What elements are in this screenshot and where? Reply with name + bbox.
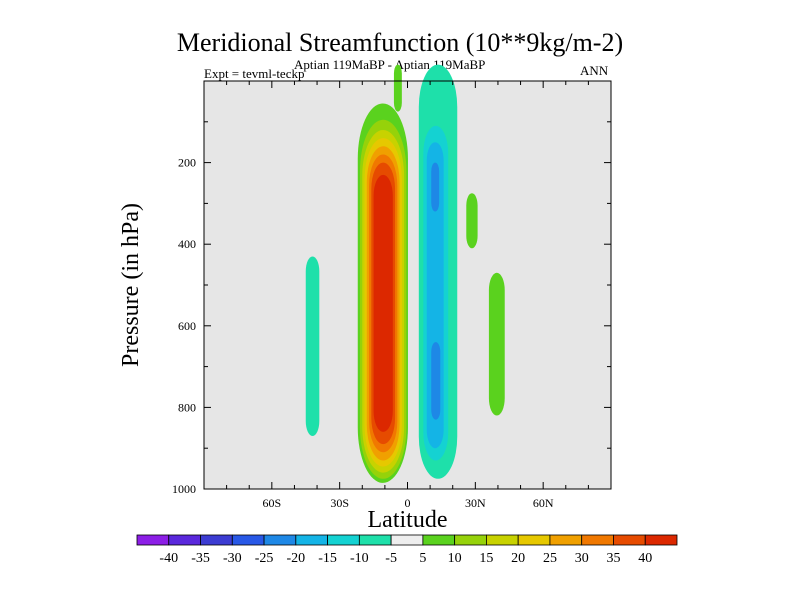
colorbar-label: -35 xyxy=(191,551,210,566)
positive-main-level-40 xyxy=(373,174,393,432)
contour-fields xyxy=(305,64,505,483)
colorbar-swatch xyxy=(422,534,456,546)
colorbar-label: -15 xyxy=(318,551,337,566)
chart-title: Meridional Streamfunction (10**9kg/m-2) xyxy=(176,28,624,57)
x-tick-label: 30N xyxy=(465,496,486,510)
colorbar-swatch xyxy=(486,534,519,546)
positive-40n xyxy=(488,272,505,416)
colorbar-label: -25 xyxy=(255,551,274,566)
negative-south-cell xyxy=(305,256,320,436)
colorbar-swatch xyxy=(231,534,265,546)
negative-north-level--20-lower xyxy=(431,342,441,420)
axis-ticks: 60S 30S 0 30N 60N 200 400 600 800 1000 xyxy=(172,81,611,510)
chart-subtitle-right: ANN xyxy=(580,63,609,78)
y-tick-label: 400 xyxy=(178,237,196,251)
colorbar-swatch xyxy=(136,534,170,546)
colorbar-swatch xyxy=(200,534,233,546)
y-tick-label: 600 xyxy=(178,319,196,333)
y-tick-label: 200 xyxy=(178,156,196,170)
colorbar-swatch xyxy=(327,534,360,546)
y-tick-label: 1000 xyxy=(172,482,196,496)
colorbar-swatch xyxy=(613,534,646,546)
colorbar-label: -20 xyxy=(286,551,305,566)
positive-upper-strip xyxy=(393,64,402,112)
colorbar-label: 30 xyxy=(575,551,589,566)
x-tick-label: 60N xyxy=(533,496,554,510)
colorbar-swatch xyxy=(517,534,551,546)
x-tick-label: 30S xyxy=(330,496,349,510)
colorbar-swatch xyxy=(581,534,614,546)
colorbar-label: 35 xyxy=(606,551,620,566)
colorbar-label: 5 xyxy=(419,551,426,566)
colorbar-label: -10 xyxy=(350,551,369,566)
colorbar-swatch xyxy=(168,534,201,546)
colorbar-swatch xyxy=(644,534,678,546)
colorbar-label: -40 xyxy=(159,551,178,566)
colorbar-swatch xyxy=(390,534,424,546)
colorbar-label: -30 xyxy=(223,551,242,566)
x-axis-label: Latitude xyxy=(368,507,448,533)
colorbar-swatch xyxy=(549,534,583,546)
colorbar-swatch xyxy=(295,534,328,546)
positive-30n-upper xyxy=(466,193,478,249)
colorbar-label: 25 xyxy=(543,551,557,566)
colorbar-swatch xyxy=(454,534,487,546)
x-tick-label: 60S xyxy=(262,496,281,510)
colorbar-swatch xyxy=(263,534,297,546)
colorbar-label: -5 xyxy=(385,551,397,566)
colorbar-label: 10 xyxy=(448,551,462,566)
negative-north-level--20 xyxy=(431,162,440,212)
y-tick-label: 800 xyxy=(178,400,196,414)
y-axis-label: Pressure (in hPa) xyxy=(118,203,144,367)
colorbar-label: 20 xyxy=(511,551,525,566)
colorbar: -40 -35 -30 -25 -20 -15 -10 -5 5 10 15 20 25 30 35 40 xyxy=(136,534,678,566)
chart-subtitle-left: Expt = tevml-teckp xyxy=(204,66,305,81)
x-tick-label: 0 xyxy=(405,496,411,510)
colorbar-label: 40 xyxy=(638,551,652,566)
colorbar-label: 15 xyxy=(479,551,493,566)
colorbar-swatch xyxy=(358,534,392,546)
